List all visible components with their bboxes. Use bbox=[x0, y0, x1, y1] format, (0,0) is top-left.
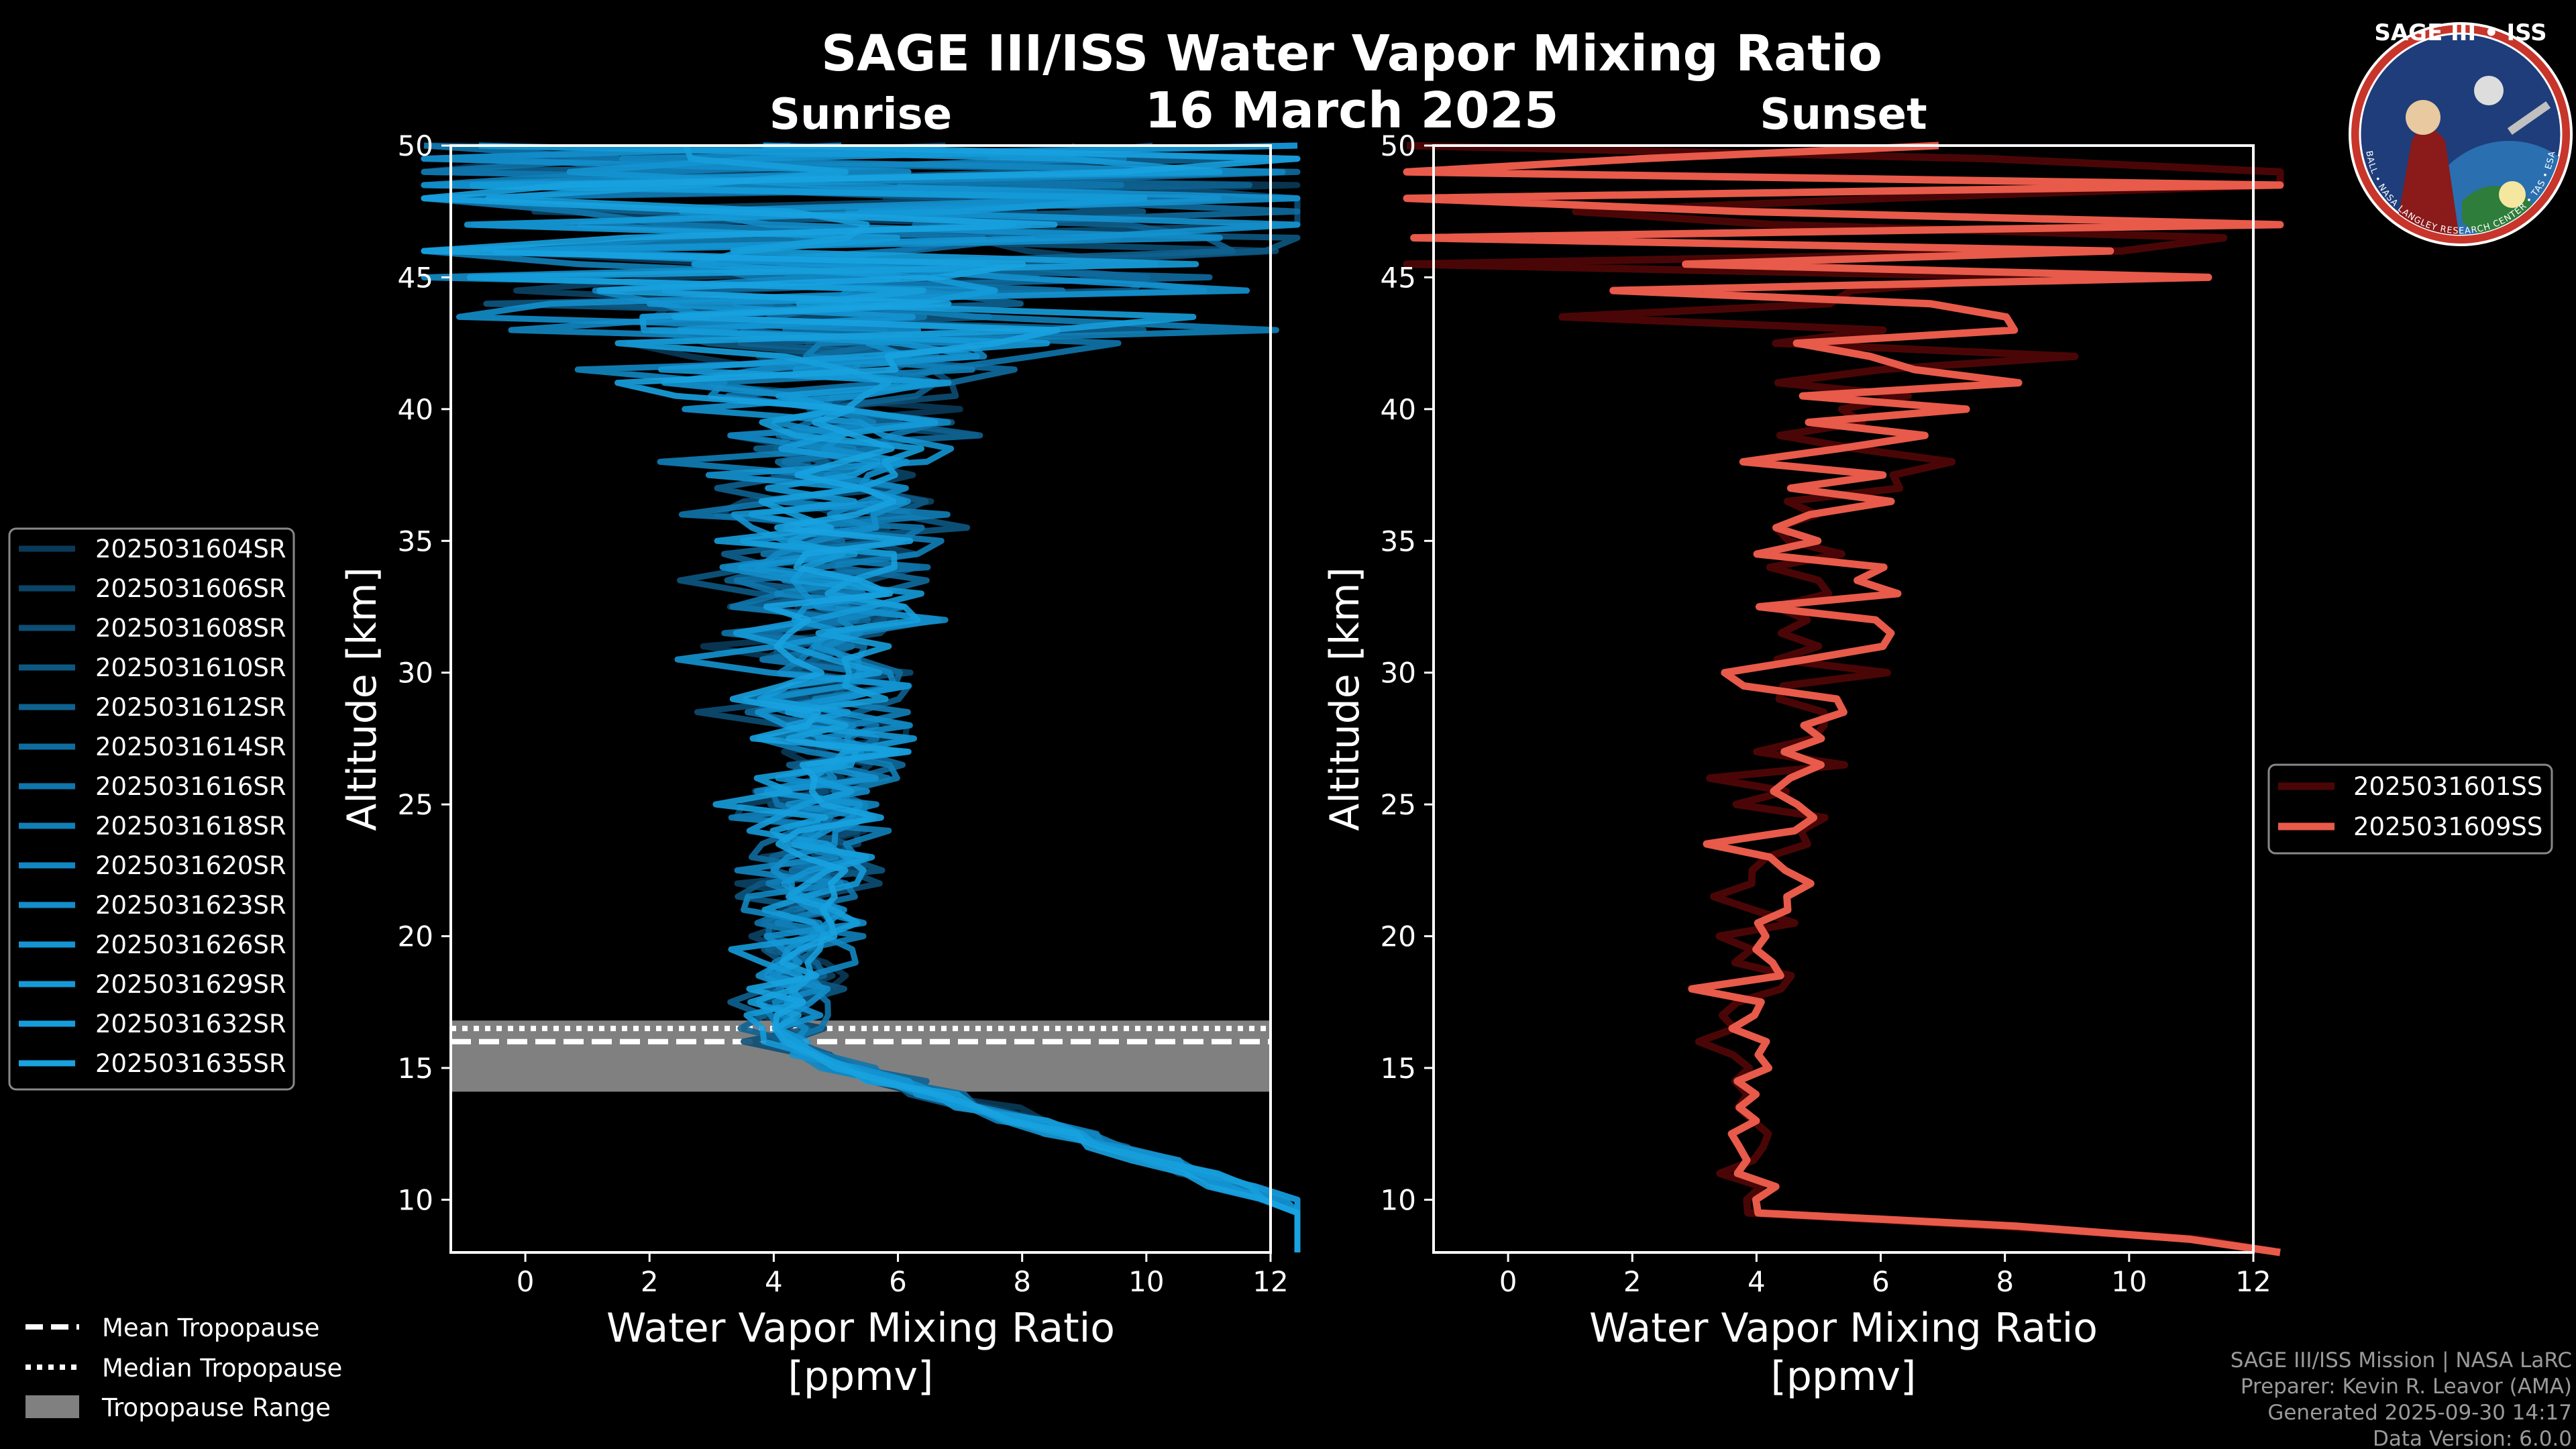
x-tick-label: 12 bbox=[1252, 1265, 1288, 1298]
legend-label-2025031626SR: 2025031626SR bbox=[95, 930, 286, 959]
sunrise-xlabel-line1: Water Vapor Mixing Ratio bbox=[606, 1305, 1115, 1352]
x-tick-label: 4 bbox=[765, 1265, 783, 1298]
sunset-chart: 0 2 4 6 8 10 12 10 15 20 25 30 35 40 45 50 Water Vapor … bbox=[1322, 129, 2284, 1400]
legend-label-2025031618SR: 2025031618SR bbox=[95, 812, 286, 841]
y-tick-label: 10 bbox=[398, 1183, 433, 1216]
moon-icon bbox=[2474, 76, 2504, 105]
legend-label-2025031620SR: 2025031620SR bbox=[95, 851, 286, 880]
legend-label-2025031612SR: 2025031612SR bbox=[95, 693, 286, 722]
series-line-2025031635SR bbox=[421, 142, 1301, 1252]
main-title: SAGE III/ISS Water Vapor Mixing Ratio bbox=[821, 25, 1882, 83]
tropopause-range-band bbox=[451, 1020, 1271, 1092]
x-tick-label: 2 bbox=[1623, 1265, 1642, 1298]
sunset-legend-box bbox=[2267, 763, 2553, 855]
legend-label-2025031632SR: 2025031632SR bbox=[95, 1010, 286, 1038]
sunset-plot-area bbox=[1434, 146, 2253, 1252]
series-line-2025031629SR bbox=[464, 142, 1301, 1252]
legend-label-2025031610SR: 2025031610SR bbox=[95, 653, 286, 682]
footer-credits: SAGE III/ISS Mission | NASA LaRC Prepare… bbox=[2231, 1348, 2572, 1449]
y-tick-label: 20 bbox=[398, 920, 433, 953]
sunset-xlabel-line2: [ppmv] bbox=[1771, 1353, 1917, 1400]
y-tick-label: 30 bbox=[398, 657, 433, 690]
y-tick-label: 35 bbox=[398, 525, 433, 557]
median-tropopause-label: Median Tropopause bbox=[102, 1354, 342, 1383]
x-tick-label: 8 bbox=[1013, 1265, 1031, 1298]
sunset-xlabel-line1: Water Vapor Mixing Ratio bbox=[1589, 1305, 2098, 1352]
sunrise-ylabel: Altitude [km] bbox=[339, 567, 386, 831]
y-tick-label: 15 bbox=[1381, 1052, 1416, 1085]
sunset-panel-title: Sunset bbox=[1760, 90, 1927, 140]
y-tick-label: 15 bbox=[398, 1052, 433, 1085]
date-title: 16 March 2025 bbox=[1144, 82, 1558, 140]
y-tick-label: 50 bbox=[398, 129, 433, 162]
footer-mission: SAGE III/ISS Mission | NASA LaRC bbox=[2231, 1348, 2572, 1373]
y-tick-label: 25 bbox=[398, 788, 433, 821]
sunrise-tropopause-layer bbox=[451, 1020, 1271, 1092]
sunset-legend: 2025031601SS 2025031609SS bbox=[2267, 763, 2553, 855]
mission-logo: SAGE III • ISS BALL • NASA LANGLEY RESEA… bbox=[2349, 19, 2573, 246]
sunrise-axes-frame bbox=[449, 144, 1272, 1254]
iss-station-icon bbox=[2507, 101, 2551, 135]
sunset-axes-ticks: 0 2 4 6 8 10 12 10 15 20 25 30 35 40 45 50 bbox=[1381, 129, 2271, 1298]
mean-tropopause-label: Mean Tropopause bbox=[102, 1313, 320, 1342]
tropopause-legend: Mean Tropopause Median Tropopause Tropop… bbox=[25, 1313, 342, 1422]
legend-label-2025031604SR: 2025031604SR bbox=[95, 535, 286, 564]
x-tick-label: 6 bbox=[1872, 1265, 1890, 1298]
scientist-head bbox=[2406, 100, 2440, 135]
legend-label-2025031608SR: 2025031608SR bbox=[95, 614, 286, 643]
sunrise-legend: 2025031604SR 2025031606SR 2025031608SR 2025… bbox=[8, 527, 295, 1091]
y-tick-label: 40 bbox=[1381, 393, 1416, 426]
legend-label-2025031616SR: 2025031616SR bbox=[95, 772, 286, 801]
y-tick-label: 45 bbox=[1381, 261, 1416, 294]
x-tick-label: 8 bbox=[1996, 1265, 2014, 1298]
legend-label-2025031635SR: 2025031635SR bbox=[95, 1049, 286, 1078]
x-tick-label: 10 bbox=[1128, 1265, 1164, 1298]
sunrise-chart: 0 2 4 6 8 10 12 10 15 20 25 30 35 40 45 50 Water Vapor … bbox=[339, 129, 1301, 1400]
legend-label-2025031606SR: 2025031606SR bbox=[95, 574, 286, 603]
sunset-series-layer bbox=[1403, 142, 2284, 1256]
x-tick-label: 0 bbox=[517, 1265, 535, 1298]
legend-label-2025031623SR: 2025031623SR bbox=[95, 891, 286, 920]
y-tick-label: 30 bbox=[1381, 657, 1416, 690]
tropopause-range-swatch bbox=[25, 1395, 79, 1418]
y-tick-label: 40 bbox=[398, 393, 433, 426]
y-tick-label: 35 bbox=[1381, 525, 1416, 557]
x-tick-label: 4 bbox=[1748, 1265, 1766, 1298]
sunset-ylabel: Altitude [km] bbox=[1322, 567, 1368, 831]
y-tick-label: 20 bbox=[1381, 920, 1416, 953]
sunrise-xlabel-line2: [ppmv] bbox=[788, 1353, 934, 1400]
sunset-legend-items: 2025031601SS 2025031609SS bbox=[2278, 772, 2542, 841]
x-tick-label: 2 bbox=[641, 1265, 659, 1298]
sunset-axes-frame bbox=[1432, 144, 2255, 1254]
sunrise-legend-items: 2025031604SR 2025031606SR 2025031608SR 2025… bbox=[19, 535, 286, 1078]
y-tick-label: 45 bbox=[398, 261, 433, 294]
legend-label-2025031609SS: 2025031609SS bbox=[2353, 812, 2542, 841]
sunrise-legend-box bbox=[8, 527, 295, 1091]
series-line-2025031609SS bbox=[1403, 142, 2284, 1256]
sunrise-series-layer bbox=[421, 142, 1301, 1252]
y-tick-label: 10 bbox=[1381, 1183, 1416, 1216]
series-line-2025031601SS bbox=[1403, 142, 2284, 1256]
x-tick-label: 12 bbox=[2235, 1265, 2271, 1298]
legend-label-2025031629SR: 2025031629SR bbox=[95, 970, 286, 999]
sun-icon bbox=[2499, 181, 2526, 208]
y-tick-label: 25 bbox=[1381, 788, 1416, 821]
logo-title: SAGE III • ISS bbox=[2374, 19, 2546, 46]
sunrise-axes-ticks: 0 2 4 6 8 10 12 10 15 20 25 30 35 40 45 50 bbox=[398, 129, 1289, 1298]
sunrise-panel-title: Sunrise bbox=[769, 90, 952, 140]
x-tick-label: 6 bbox=[889, 1265, 907, 1298]
tropopause-range-label: Tropopause Range bbox=[101, 1393, 331, 1422]
y-tick-label: 50 bbox=[1381, 129, 1416, 162]
footer-generated: Generated 2025-09-30 14:17 bbox=[2267, 1401, 2572, 1425]
x-tick-label: 10 bbox=[2111, 1265, 2147, 1298]
x-tick-label: 0 bbox=[1499, 1265, 1517, 1298]
footer-data-version: Data Version: 6.0.0 bbox=[2373, 1427, 2572, 1449]
footer-preparer: Preparer: Kevin R. Leavor (AMA) bbox=[2241, 1375, 2572, 1399]
legend-label-2025031614SR: 2025031614SR bbox=[95, 733, 286, 761]
legend-label-2025031601SS: 2025031601SS bbox=[2353, 772, 2542, 801]
